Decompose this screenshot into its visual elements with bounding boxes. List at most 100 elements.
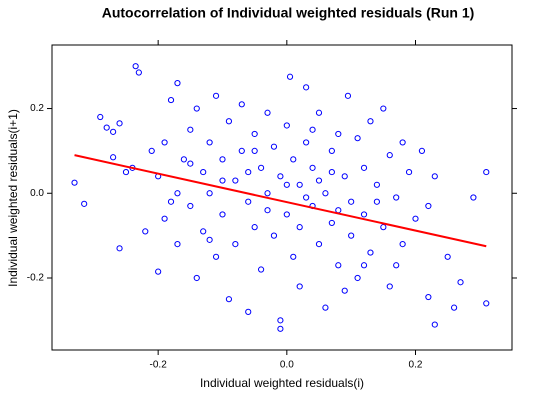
point — [251, 147, 258, 155]
point — [483, 300, 490, 307]
point — [264, 190, 271, 197]
point — [328, 168, 335, 176]
point — [425, 202, 432, 210]
point — [264, 109, 271, 116]
point — [200, 228, 207, 235]
point — [322, 190, 329, 197]
point — [354, 135, 361, 142]
point — [251, 130, 258, 138]
point — [225, 296, 233, 303]
point — [232, 177, 239, 184]
point — [283, 211, 290, 218]
point — [393, 262, 400, 269]
point — [399, 139, 406, 146]
y-tick-label: 0.2 — [30, 103, 44, 114]
point — [161, 139, 168, 146]
point — [283, 181, 290, 188]
point — [251, 224, 258, 231]
chart-title: Autocorrelation of Individual weighted r… — [102, 5, 475, 21]
point — [283, 122, 290, 129]
point — [367, 249, 374, 256]
point — [277, 317, 284, 324]
fit-line — [74, 154, 487, 248]
point — [335, 130, 342, 138]
point — [341, 173, 348, 180]
point — [245, 198, 252, 205]
point — [161, 215, 168, 222]
point — [373, 198, 380, 205]
point — [116, 245, 123, 252]
point — [71, 179, 78, 186]
point — [315, 177, 323, 184]
point — [309, 126, 316, 133]
point — [200, 168, 207, 176]
point — [431, 321, 438, 328]
point — [309, 164, 316, 171]
point — [81, 200, 88, 207]
point — [277, 173, 284, 180]
x-tick-label: 0.2 — [409, 360, 423, 371]
point — [206, 190, 213, 197]
point — [270, 143, 278, 150]
point — [257, 164, 265, 171]
point — [483, 168, 490, 176]
point — [380, 224, 387, 231]
point — [264, 207, 271, 214]
point — [348, 232, 355, 239]
point — [167, 96, 175, 104]
point — [341, 287, 348, 294]
point — [270, 232, 278, 239]
point — [142, 228, 149, 235]
point — [116, 120, 123, 127]
point — [219, 211, 226, 218]
point — [405, 168, 413, 176]
point — [457, 279, 464, 286]
point — [444, 253, 451, 260]
point — [219, 156, 226, 163]
point — [122, 168, 130, 176]
point — [277, 325, 284, 332]
point — [315, 109, 323, 116]
point — [148, 147, 155, 155]
point — [367, 118, 374, 125]
point — [348, 198, 355, 205]
point — [386, 152, 393, 159]
point — [257, 266, 265, 273]
point — [303, 139, 310, 146]
point — [155, 268, 162, 275]
point — [110, 128, 117, 135]
point — [132, 63, 139, 70]
point — [174, 240, 181, 248]
point — [360, 262, 368, 269]
point — [206, 236, 213, 243]
point — [167, 198, 175, 205]
point — [386, 283, 393, 290]
point — [296, 224, 303, 231]
y-tick-label: 0.0 — [30, 188, 44, 199]
point — [328, 219, 335, 227]
point — [335, 262, 342, 269]
point — [303, 194, 310, 201]
point — [354, 274, 361, 282]
point — [450, 304, 458, 311]
point — [296, 283, 303, 290]
point — [315, 240, 323, 248]
point — [187, 202, 194, 210]
y-axis-label: Individual weighted residuals(i+1) — [6, 109, 20, 287]
point — [328, 147, 335, 155]
point — [290, 156, 297, 163]
point — [193, 274, 200, 282]
point — [470, 194, 477, 201]
point — [286, 73, 294, 80]
point — [97, 113, 104, 121]
point — [193, 105, 200, 112]
point — [110, 154, 117, 161]
point — [174, 190, 181, 197]
point — [296, 181, 303, 188]
plot-frame — [51, 44, 513, 351]
point — [245, 308, 252, 315]
point — [322, 304, 329, 311]
point — [373, 181, 380, 188]
x-tick-label: 0.0 — [280, 360, 294, 371]
